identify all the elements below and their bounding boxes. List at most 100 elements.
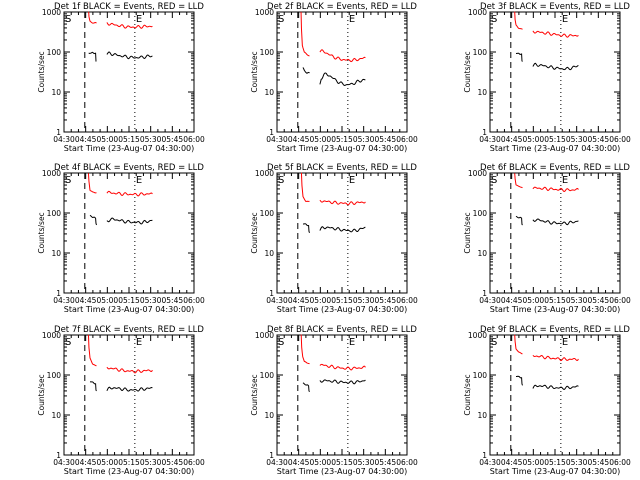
marker-label-e: E [349, 175, 355, 186]
y-tick-label: 10 [51, 88, 61, 97]
events-series-line [302, 223, 310, 233]
y-tick-label: 100 [47, 48, 62, 57]
y-tick-label: 10 [477, 411, 487, 420]
y-tick-label: 1000 [42, 331, 61, 340]
chart-title: Det 9f BLACK = Events, RED = LLD [480, 325, 630, 335]
chart-title: Det 6f BLACK = Events, RED = LLD [480, 163, 630, 173]
y-tick-label: 1 [56, 128, 61, 137]
x-tick-label: 04:45 [75, 458, 97, 467]
marker-label-e: E [136, 175, 142, 186]
chart-panel-1: Det 1f BLACK = Events, RED = LLD 1 10 100 10… [37, 2, 205, 153]
y-axis-label: Counts/sec [37, 51, 46, 92]
x-tick-label: 05:00 [310, 458, 332, 467]
x-tick-label: 04:45 [501, 296, 523, 305]
x-tick-label: 04:30 [479, 296, 501, 305]
y-tick-label: 1 [56, 289, 61, 298]
marker-label-s: S [65, 337, 71, 348]
x-tick-label: 05:45 [588, 458, 610, 467]
lld-series-line [514, 173, 523, 189]
y-tick-label: 100 [47, 209, 62, 218]
x-tick-label: 06:00 [396, 458, 418, 467]
x-axis-label: Start Time (23-Aug-07 04:30:00) [64, 305, 195, 314]
x-tick-label: 05:30 [140, 458, 162, 467]
y-tick-label: 100 [473, 209, 488, 218]
chart-panel-2: Det 2f BLACK = Events, RED = LLD 1 10 100 10… [250, 2, 418, 153]
y-axis-label: Counts/sec [37, 374, 46, 415]
y-tick-label: 1000 [468, 8, 487, 17]
x-tick-label: 05:45 [588, 296, 610, 305]
x-tick-label: 06:00 [183, 296, 205, 305]
events-series-line [88, 51, 97, 62]
x-tick-label: 04:45 [75, 135, 97, 144]
y-axis-label: Counts/sec [37, 212, 46, 253]
x-tick-label: 05:30 [353, 296, 375, 305]
x-axis-label: Start Time (23-Aug-07 04:30:00) [64, 144, 195, 153]
lld-series-line [106, 190, 153, 197]
chart-title: Det 2f BLACK = Events, RED = LLD [267, 2, 417, 12]
x-tick-label: 06:00 [609, 135, 631, 144]
x-tick-label: 05:45 [375, 458, 397, 467]
plot-frame [489, 334, 621, 456]
x-tick-label: 04:30 [266, 296, 288, 305]
x-tick-label: 05:30 [140, 135, 162, 144]
lld-series-line [514, 11, 523, 30]
plot-frame [276, 11, 408, 133]
y-axis-label: Counts/sec [463, 212, 472, 253]
y-axis-label: Counts/sec [250, 212, 259, 253]
y-tick-label: 10 [477, 249, 487, 258]
x-tick-label: 05:15 [544, 458, 566, 467]
lld-series-line [106, 22, 153, 29]
y-tick-label: 1 [269, 289, 274, 298]
x-tick-label: 05:15 [118, 296, 140, 305]
x-tick-label: 04:30 [53, 296, 75, 305]
x-axis-label: Start Time (23-Aug-07 04:30:00) [490, 144, 621, 153]
marker-label-e: E [562, 175, 568, 186]
y-tick-label: 10 [264, 411, 274, 420]
y-tick-label: 1 [482, 289, 487, 298]
x-tick-label: 05:00 [97, 135, 119, 144]
y-tick-label: 1 [269, 128, 274, 137]
y-tick-label: 1000 [255, 331, 274, 340]
events-series-line [319, 72, 366, 86]
lld-series-line [88, 11, 97, 24]
events-series-line [106, 386, 153, 392]
y-axis-label: Counts/sec [463, 51, 472, 92]
y-tick-label: 1000 [42, 8, 61, 17]
marker-label-s: S [491, 337, 497, 348]
y-axis-label: Counts/sec [463, 374, 472, 415]
x-tick-label: 05:15 [118, 135, 140, 144]
y-tick-label: 1 [482, 451, 487, 460]
plot-frame [489, 11, 621, 133]
events-series-line [532, 218, 579, 226]
x-tick-label: 05:30 [566, 296, 588, 305]
lld-series-line [319, 199, 366, 206]
y-tick-label: 10 [51, 411, 61, 420]
events-series-line [89, 214, 97, 226]
plot-frame [489, 172, 621, 294]
x-tick-label: 05:00 [310, 296, 332, 305]
x-tick-label: 05:45 [162, 135, 184, 144]
y-tick-label: 100 [473, 371, 488, 380]
x-tick-label: 05:15 [331, 458, 353, 467]
y-tick-label: 100 [47, 371, 62, 380]
marker-label-s: S [65, 175, 71, 186]
x-tick-label: 04:30 [266, 458, 288, 467]
marker-label-e: E [136, 14, 142, 25]
x-tick-label: 05:30 [566, 135, 588, 144]
chart-title: Det 8f BLACK = Events, RED = LLD [267, 325, 417, 335]
x-tick-label: 06:00 [183, 458, 205, 467]
x-tick-label: 05:45 [162, 296, 184, 305]
y-axis-label: Counts/sec [250, 51, 259, 92]
marker-label-s: S [491, 14, 497, 25]
marker-label-e: E [349, 337, 355, 348]
events-series-line [515, 215, 523, 226]
x-tick-label: 04:45 [501, 135, 523, 144]
lld-series-line [532, 30, 579, 38]
lld-series-line [532, 354, 579, 362]
x-tick-label: 05:45 [375, 296, 397, 305]
x-tick-label: 04:45 [288, 458, 310, 467]
y-tick-label: 1000 [468, 169, 487, 178]
x-tick-label: 05:15 [331, 135, 353, 144]
chart-title: Det 7f BLACK = Events, RED = LLD [54, 325, 204, 335]
